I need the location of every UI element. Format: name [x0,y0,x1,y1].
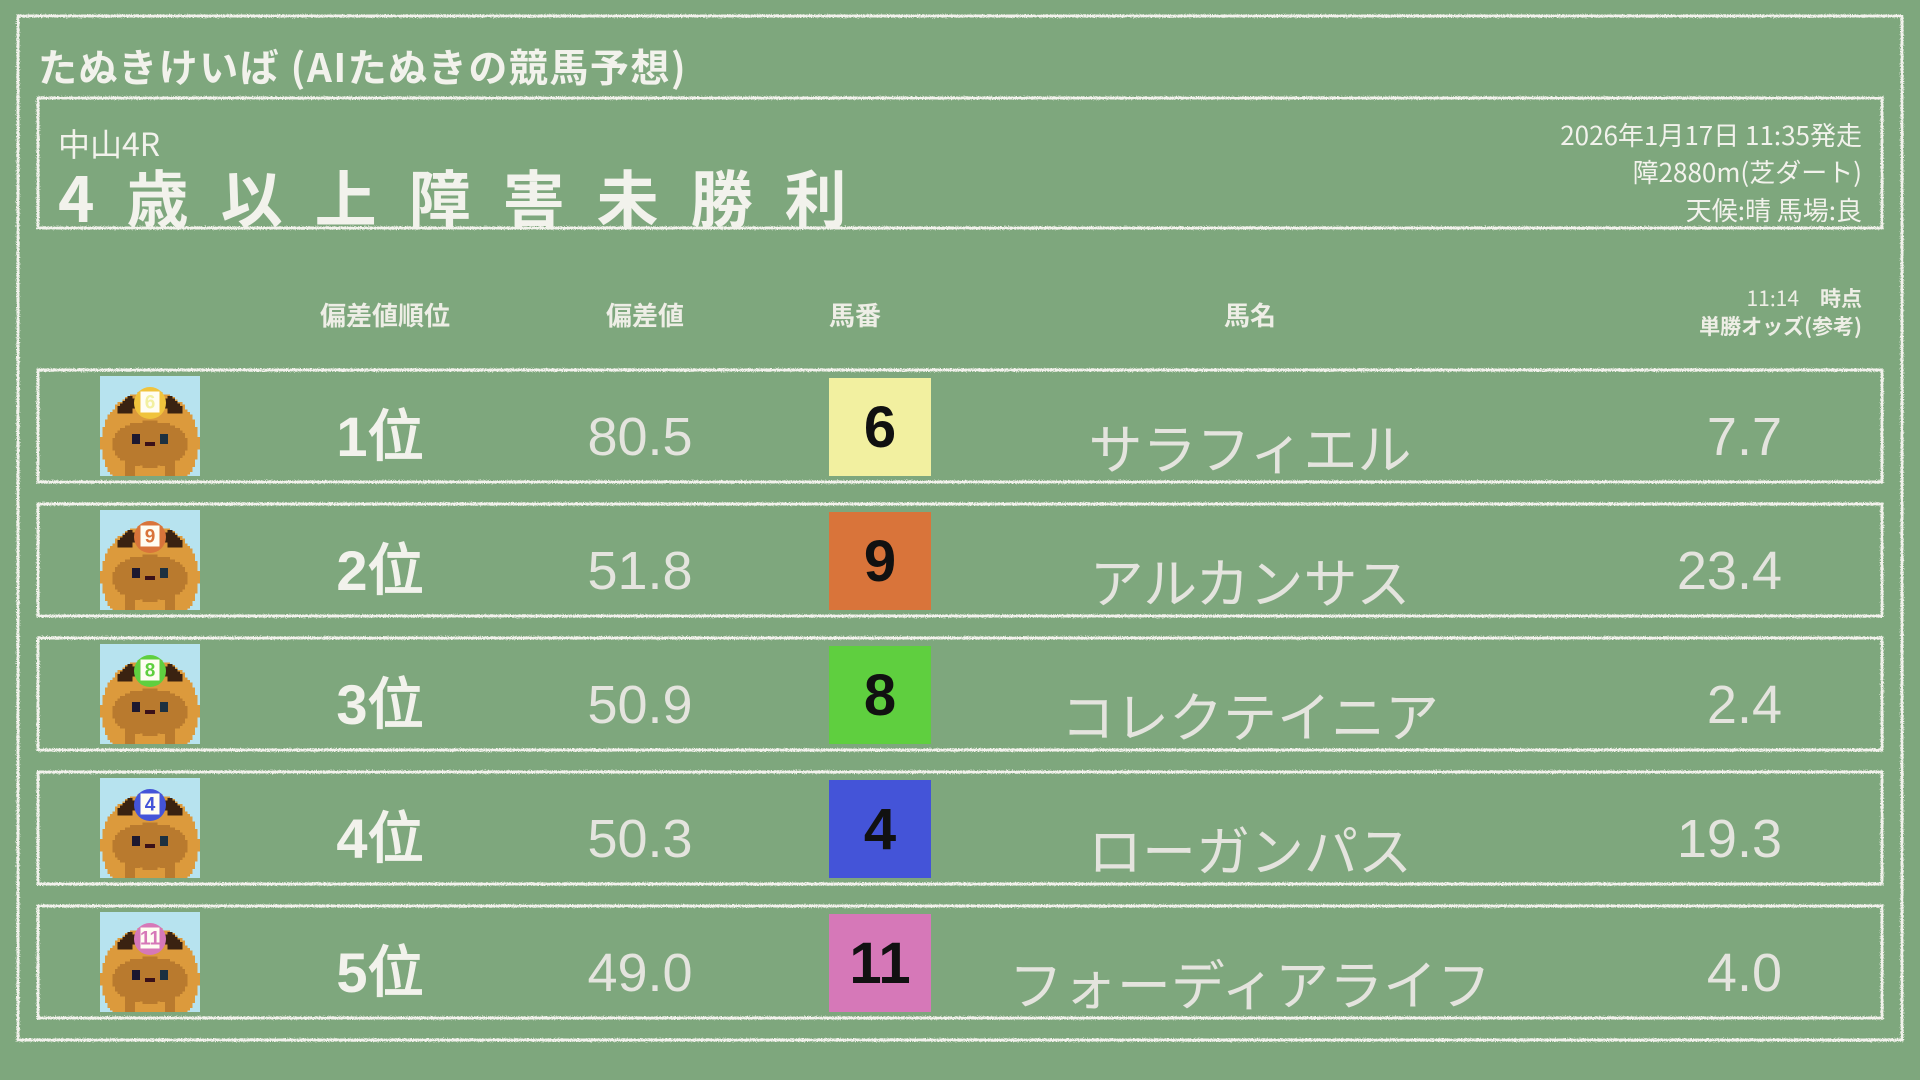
svg-text:11: 11 [140,929,161,950]
svg-text:9: 9 [145,527,156,548]
svg-text:4: 4 [145,795,156,816]
svg-text:8: 8 [145,661,156,682]
svg-text:6: 6 [145,393,156,414]
